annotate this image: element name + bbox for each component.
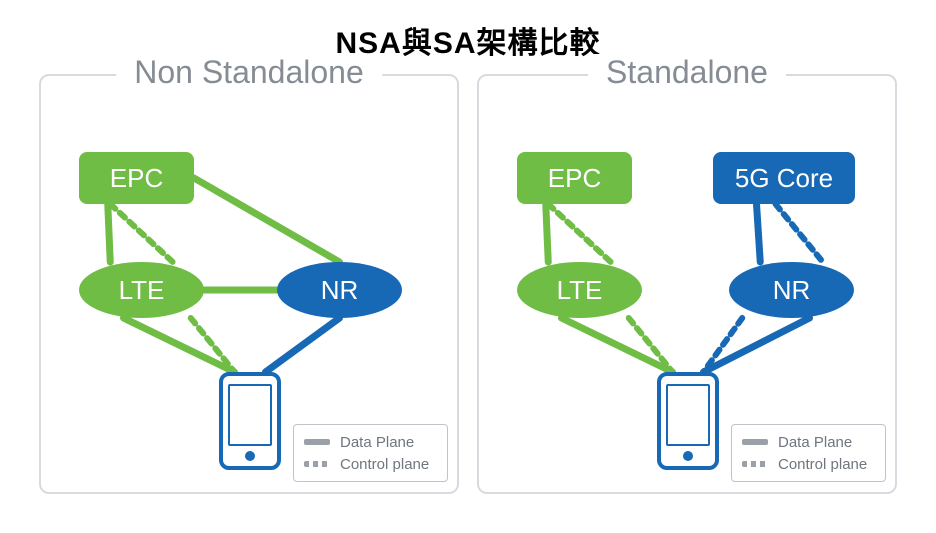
- legend-label: Control plane: [340, 456, 429, 473]
- node-label: LTE: [119, 275, 165, 306]
- node-sa-phone: [657, 372, 719, 470]
- panels-container: Non Standalone EPC LTE NR Data Plane Con…: [0, 74, 936, 494]
- legend-swatch-solid: [304, 439, 330, 445]
- legend-row: Data Plane: [304, 431, 437, 453]
- node-nsa-nr: NR: [277, 262, 402, 318]
- legend-label: Control plane: [778, 456, 867, 473]
- node-nsa-lte: LTE: [79, 262, 204, 318]
- node-sa-5gcore: 5G Core: [713, 152, 855, 204]
- node-label: 5G Core: [735, 163, 833, 194]
- legend-swatch-dotted: [304, 461, 330, 467]
- node-sa-epc: EPC: [517, 152, 632, 204]
- node-nsa-phone: [219, 372, 281, 470]
- node-label: NR: [321, 275, 359, 306]
- node-label: NR: [773, 275, 811, 306]
- legend-swatch-solid: [742, 439, 768, 445]
- legend-row: Control plane: [742, 453, 875, 475]
- legend-label: Data Plane: [340, 434, 414, 451]
- legend-label: Data Plane: [778, 434, 852, 451]
- node-nsa-epc: EPC: [79, 152, 194, 204]
- legend-swatch-dotted: [742, 461, 768, 467]
- node-label: LTE: [557, 275, 603, 306]
- panel-nsa: Non Standalone EPC LTE NR Data Plane Con…: [39, 74, 459, 494]
- legend-nsa: Data Plane Control plane: [293, 424, 448, 482]
- node-label: EPC: [548, 163, 601, 194]
- legend-row: Control plane: [304, 453, 437, 475]
- legend-row: Data Plane: [742, 431, 875, 453]
- panel-sa: Standalone EPC 5G Core LTE NR Data Plane…: [477, 74, 897, 494]
- node-sa-nr: NR: [729, 262, 854, 318]
- node-sa-lte: LTE: [517, 262, 642, 318]
- legend-sa: Data Plane Control plane: [731, 424, 886, 482]
- node-label: EPC: [110, 163, 163, 194]
